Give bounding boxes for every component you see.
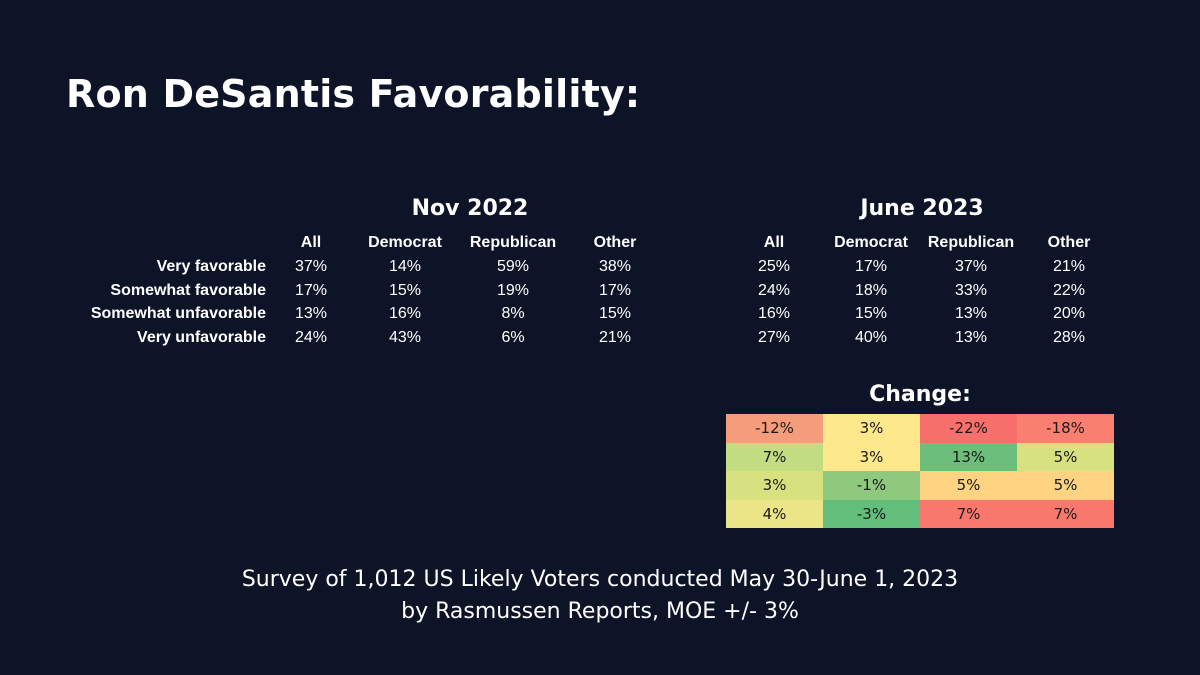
nov-2022-cell: 17% (294, 282, 328, 299)
nov-2022-cell: 19% (496, 282, 530, 299)
change-cell: -22% (920, 414, 1017, 443)
june-2023-cell: 13% (954, 305, 988, 322)
change-cell: 4% (726, 499, 823, 528)
change-cell: 7% (726, 442, 823, 471)
change-title: Change: (869, 382, 971, 407)
june-2023-column-header: Other (1047, 234, 1091, 251)
june-2023-cell: 24% (757, 282, 791, 299)
change-cell: -18% (1017, 414, 1114, 443)
june-2023-cell: 18% (854, 282, 888, 299)
page-title: Ron DeSantis Favorability: (66, 72, 641, 116)
nov-2022-cell: 6% (501, 329, 525, 346)
june-2023-cell: 16% (757, 305, 791, 322)
june-2023-column-header: Democrat (834, 234, 908, 251)
june-2023-cell: 33% (954, 282, 988, 299)
june-2023-cell: 27% (757, 329, 791, 346)
change-cell: -1% (823, 471, 920, 500)
nov-2022-cell: 21% (598, 329, 632, 346)
change-cell: 5% (920, 471, 1017, 500)
nov-2022-column-header: All (300, 234, 322, 251)
nov-2022-column-header: Republican (469, 234, 557, 251)
june-2023-column-header: Republican (927, 234, 1015, 251)
row-label: Very favorable (156, 258, 266, 275)
change-cell: 3% (823, 442, 920, 471)
nov-2022-cell: 43% (388, 329, 422, 346)
nov-2022-cell: 59% (496, 258, 530, 275)
nov-2022-cell: 14% (388, 258, 422, 275)
june-2023-cell: 22% (1052, 282, 1086, 299)
nov-2022-cell: 38% (598, 258, 632, 275)
change-cell: 13% (920, 442, 1017, 471)
june-2023-cell: 15% (854, 305, 888, 322)
june-2023-cell: 17% (854, 258, 888, 275)
nov-2022-column-header: Democrat (368, 234, 442, 251)
change-cell: 3% (726, 471, 823, 500)
nov-2022-title: Nov 2022 (411, 196, 529, 221)
change-cell: 5% (1017, 471, 1114, 500)
change-cell: -12% (726, 414, 823, 443)
june-2023-cell: 13% (954, 329, 988, 346)
nov-2022-cell: 16% (388, 305, 422, 322)
nov-2022-cell: 15% (598, 305, 632, 322)
footer-line-1: Survey of 1,012 US Likely Voters conduct… (241, 567, 959, 592)
june-2023-column-header: All (763, 234, 785, 251)
june-2023-title: June 2023 (860, 196, 984, 221)
nov-2022-cell: 13% (294, 305, 328, 322)
nov-2022-cell: 8% (501, 305, 525, 322)
change-cell: -3% (823, 499, 920, 528)
footer-line-2: by Rasmussen Reports, MOE +/- 3% (401, 599, 799, 624)
row-label: Somewhat unfavorable (90, 305, 266, 322)
nov-2022-cell: 17% (598, 282, 632, 299)
row-label: Somewhat favorable (110, 282, 266, 299)
nov-2022-column-header: Other (593, 234, 637, 251)
june-2023-cell: 20% (1052, 305, 1086, 322)
change-cell: 3% (823, 414, 920, 443)
june-2023-cell: 37% (954, 258, 988, 275)
june-2023-cell: 21% (1052, 258, 1086, 275)
row-label: Very unfavorable (137, 329, 266, 346)
nov-2022-cell: 37% (294, 258, 328, 275)
nov-2022-cell: 24% (294, 329, 328, 346)
june-2023-cell: 40% (854, 329, 888, 346)
june-2023-cell: 25% (757, 258, 791, 275)
change-cell: 7% (920, 499, 1017, 528)
june-2023-cell: 28% (1052, 329, 1086, 346)
change-heatmap: -12% 3% -22% -18% 7% 3% 13% 5% 3% -1% 5% 5% 4% -3% 7% 7… (726, 414, 1114, 528)
change-cell: 5% (1017, 442, 1114, 471)
nov-2022-cell: 15% (388, 282, 422, 299)
change-cell: 7% (1017, 499, 1114, 528)
